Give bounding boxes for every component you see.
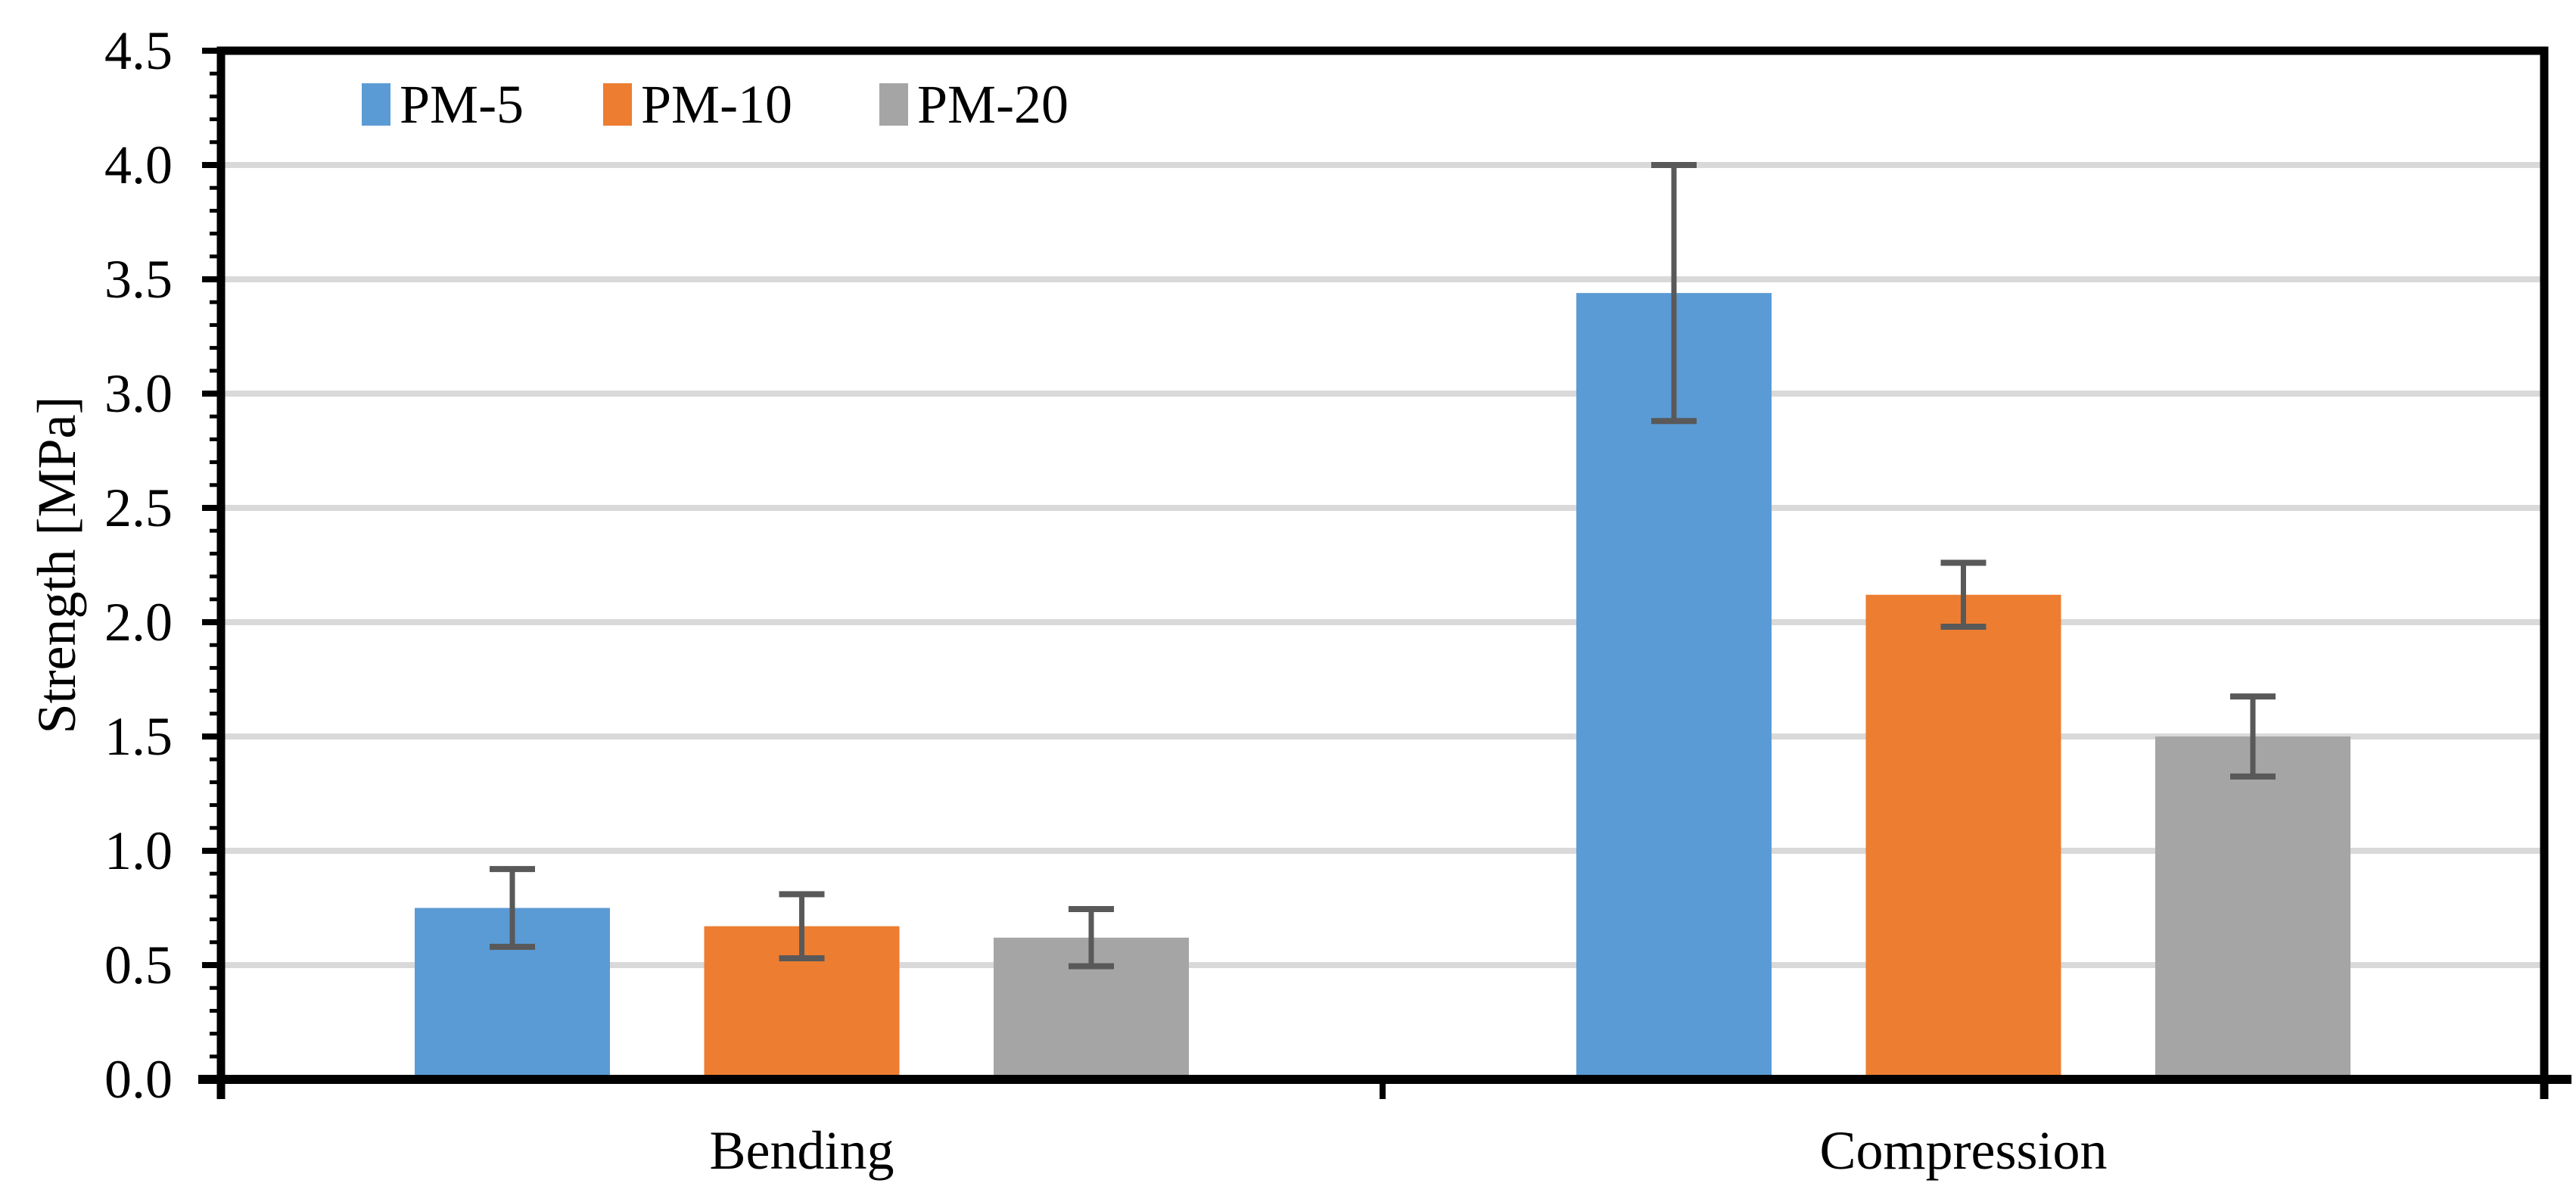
bar-pm-20-compression xyxy=(2155,736,2350,1079)
legend-swatch-pm-10 xyxy=(603,83,632,126)
y-tick-label-4.5: 4.5 xyxy=(104,20,173,81)
y-tick-label-0.0: 0.0 xyxy=(104,1049,173,1110)
x-category-label-bending: Bending xyxy=(710,1120,894,1181)
x-category-label-compression: Compression xyxy=(1819,1120,2107,1181)
legend-label-pm-10: PM-10 xyxy=(641,74,792,135)
y-tick-label-3.0: 3.0 xyxy=(104,363,173,424)
y-axis-title: Strength [MPa] xyxy=(26,397,87,734)
y-tick-label-3.5: 3.5 xyxy=(104,249,173,310)
legend-label-pm-5: PM-5 xyxy=(400,74,524,135)
legend-swatch-pm-5 xyxy=(362,83,390,126)
y-tick-label-2.5: 2.5 xyxy=(104,478,173,538)
y-tick-label-4.0: 4.0 xyxy=(104,135,173,195)
legend-label-pm-20: PM-20 xyxy=(917,74,1069,135)
legend-swatch-pm-20 xyxy=(879,83,908,126)
bar-pm-10-compression xyxy=(1865,594,2061,1079)
bar-pm-5-compression xyxy=(1576,293,1772,1079)
y-tick-label-1.0: 1.0 xyxy=(104,821,173,881)
y-tick-label-1.5: 1.5 xyxy=(104,706,173,767)
y-tick-label-2.0: 2.0 xyxy=(104,592,173,652)
y-tick-label-0.5: 0.5 xyxy=(104,935,173,995)
